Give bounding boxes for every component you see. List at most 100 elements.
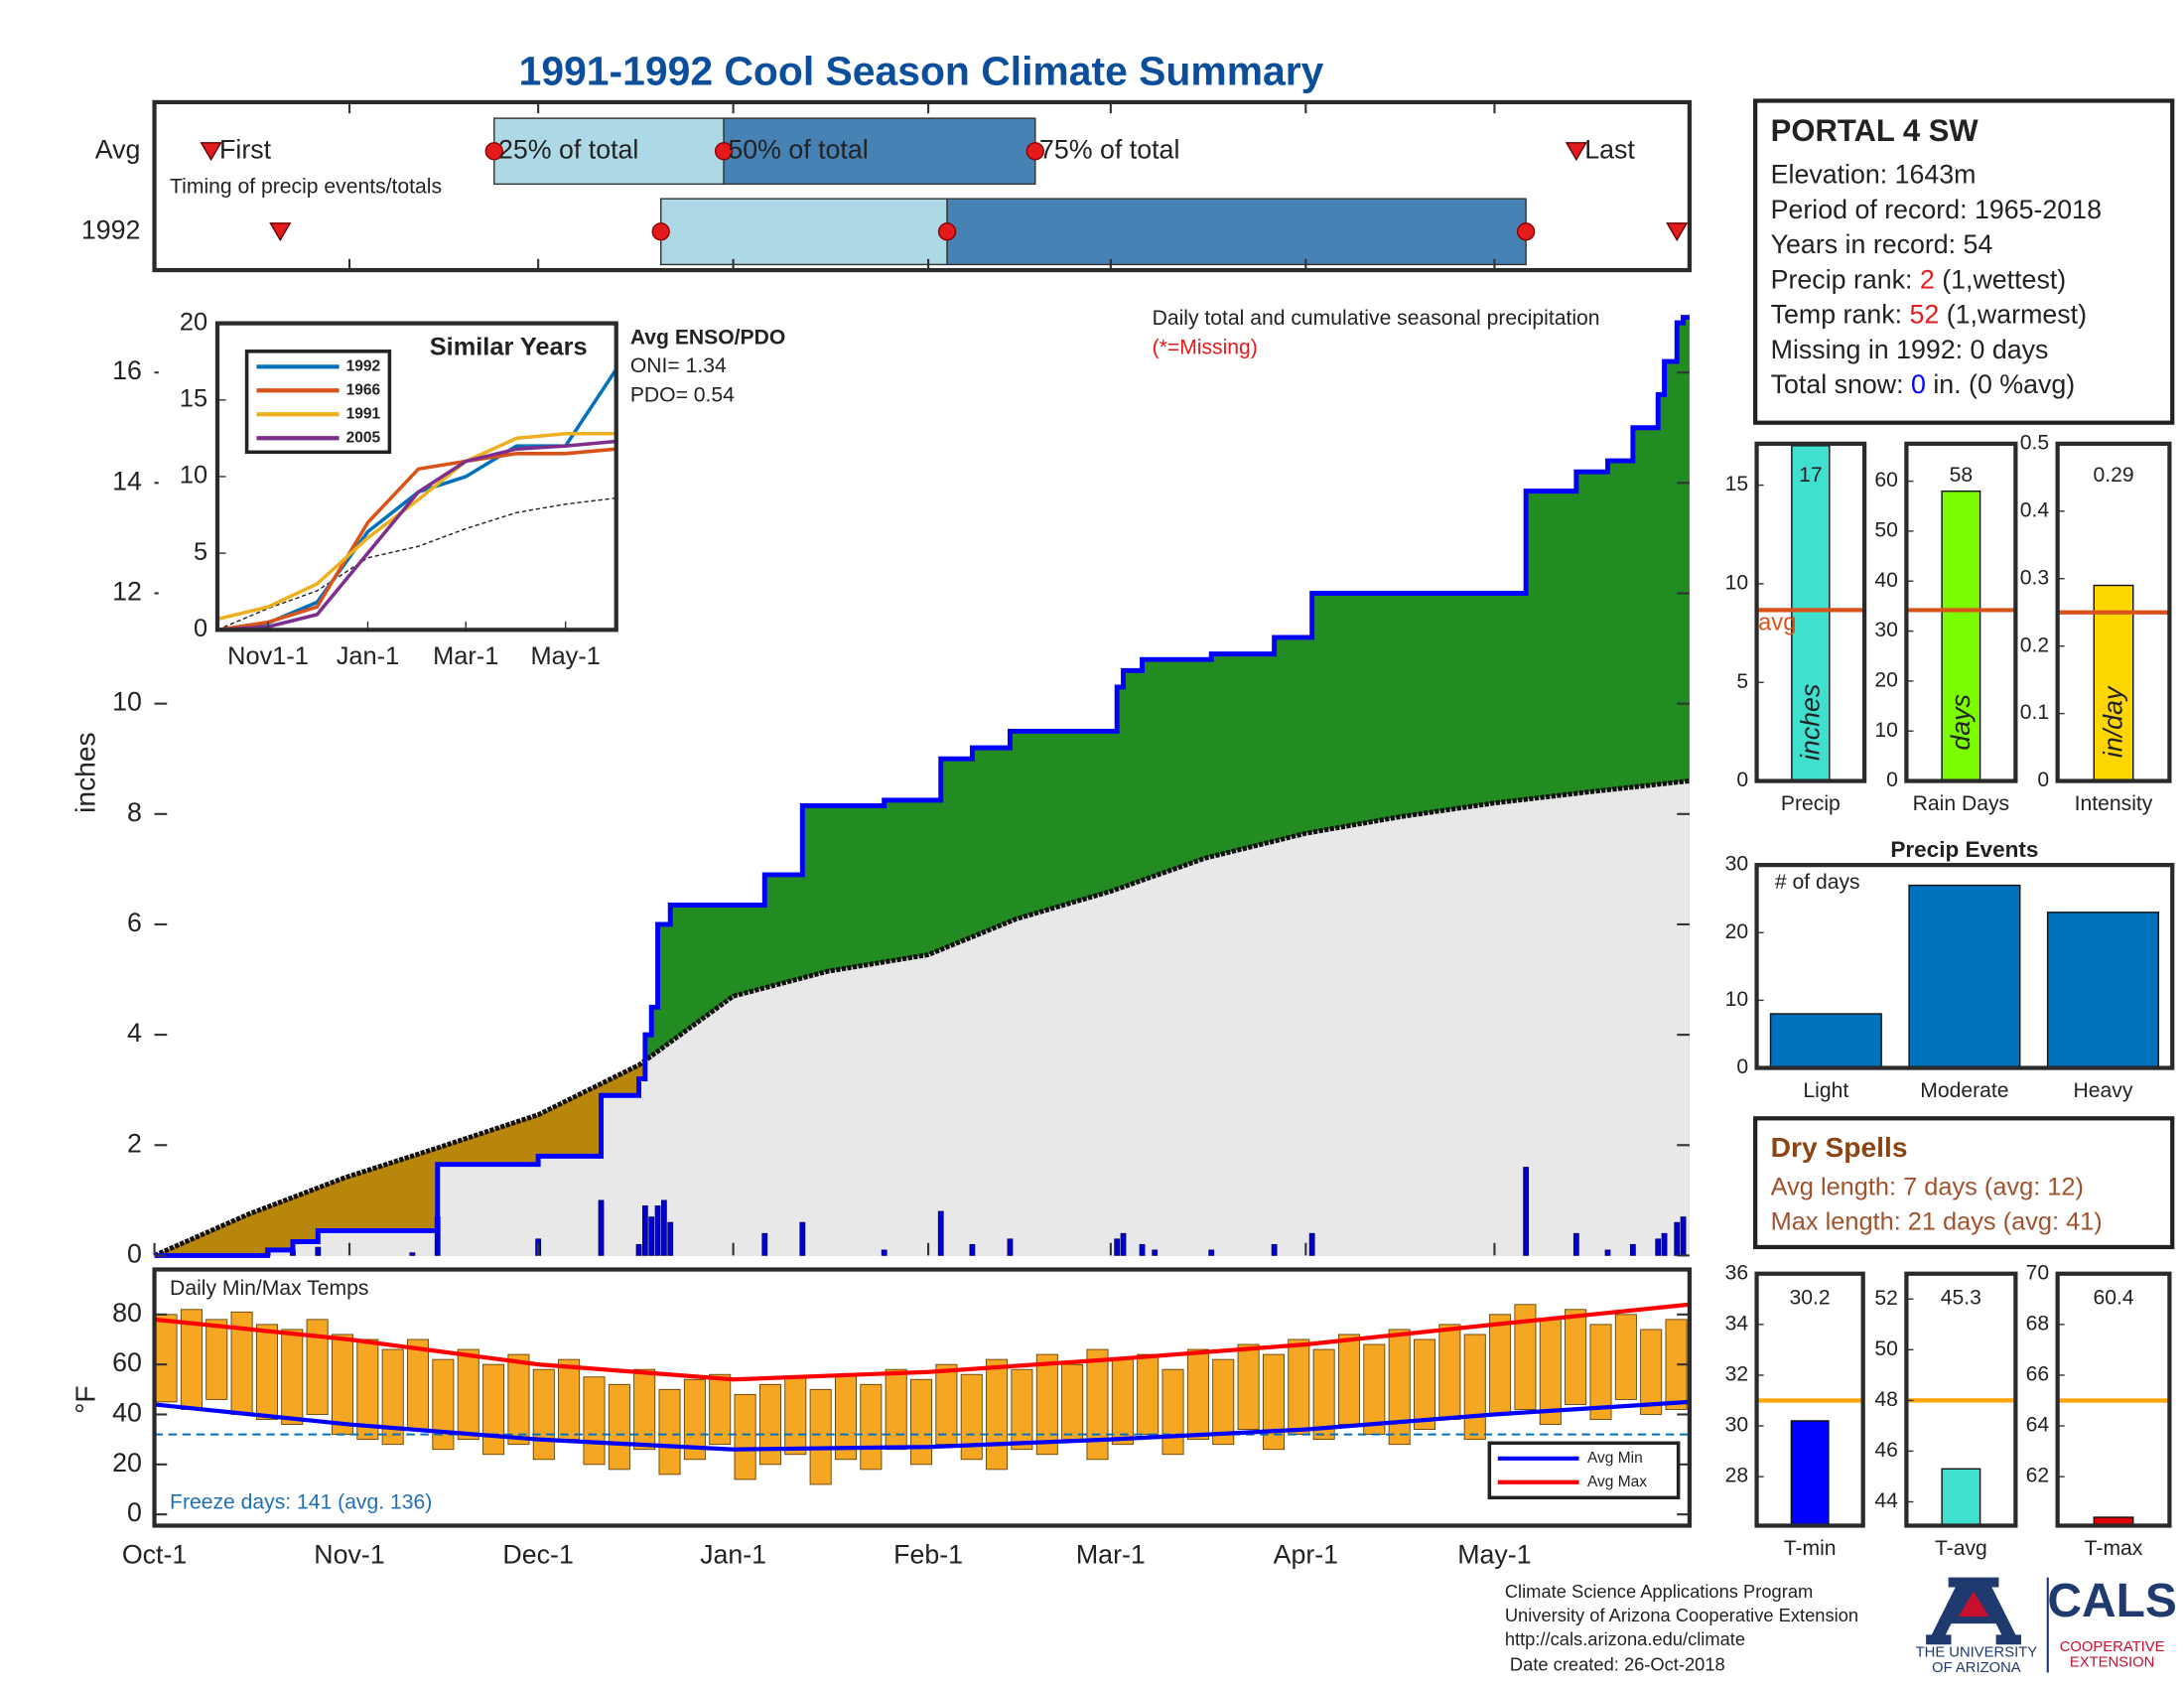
temp-bar [1111,1358,1134,1446]
bar [1769,1013,1882,1069]
annotation: (*=Missing) [1153,337,1258,359]
value-label: 58 [1950,464,1974,487]
daily-bar [1152,1249,1159,1256]
x-tick-label: Jan-1 [700,1540,766,1570]
plot-frame [1904,1271,2018,1528]
daily-bar [654,1205,661,1256]
footer-line: Date created: 26-Oct-2018 [1505,1653,1725,1674]
average-temp-line [154,1302,1691,1382]
logo-text: THE UNIVERSITY [1916,1645,2038,1661]
x-tick-label: Nov-1 [314,1540,384,1570]
daily-bar [1572,1232,1579,1256]
y-tick-label: 0.3 [2020,566,2049,589]
daily-bar [761,1232,768,1256]
series-line [216,447,616,633]
y-axis-label: inches [68,732,100,812]
quartile-marker [1025,142,1044,161]
temp-bar [1086,1348,1109,1461]
y-axis-label: °F [68,1385,100,1414]
bar [1790,1420,1830,1527]
y-tick-label: 34 [1725,1312,1749,1335]
station-text: 52 [1909,300,1939,330]
unit-label: days [1946,694,1976,751]
y-tick-label: 52 [1874,1287,1898,1310]
temp-bar [356,1338,379,1441]
station-line: Years in record: 54 [1771,229,1993,259]
temp-bar [709,1373,732,1446]
logo-a-inner [1958,1591,1989,1618]
temp-bar [960,1373,983,1461]
temp-bar [558,1358,581,1441]
x-tick-label: Mar-1 [433,642,498,670]
daily-bar [648,1216,655,1256]
dry-spells-title: Dry Spells [1771,1131,1908,1163]
temp-bar [1186,1348,1209,1441]
x-tick-label: Feb-1 [893,1540,963,1570]
daily-bar [1139,1243,1146,1256]
temp-bar [507,1353,530,1446]
quartile-marker [937,222,957,241]
footer-line: http://cals.arizona.edu/climate [1505,1628,1745,1649]
daily-bar [1114,1238,1121,1256]
marker-label: 50% of total [728,134,868,164]
temp-bar [1414,1338,1436,1431]
average-line [153,777,1691,1258]
bar [1941,1468,1981,1527]
y-tick-label: 8 [127,797,142,827]
temp-bar [306,1319,329,1415]
category-label: T-max [2085,1537,2143,1560]
event-marker [1565,142,1587,162]
daily-bar [969,1243,976,1256]
temp-bar [1565,1309,1587,1405]
y-tick-label: 64 [2026,1414,2050,1437]
temp-bar [1137,1353,1160,1436]
event-marker [269,222,292,242]
chart-title: 1991-1992 Cool Season Climate Summary [519,49,1324,94]
annotation: Daily total and cumulative seasonal prec… [1153,307,1600,330]
y-tick-label: 48 [1874,1388,1898,1411]
y-tick-label: 16 [112,355,142,385]
plot-frame [152,1267,1693,1528]
y-tick-label: 20 [112,1448,142,1477]
temp-bar [658,1388,681,1476]
temp-bar [986,1358,1009,1471]
station-line: Missing in 1992: 0 days [1771,335,2049,364]
daily-bar [1208,1249,1215,1256]
y-tick-label: 20 [1874,668,1898,691]
row-label: Avg [95,134,141,164]
y-tick-label: 15 [1725,473,1748,495]
daily-bar [1523,1167,1530,1256]
temp-bar [860,1383,883,1471]
inset-title: Similar Years [430,334,588,361]
series-line [216,431,616,622]
daily-bar [1655,1238,1662,1256]
marker-label: 75% of total [1039,134,1179,164]
enso-title: Avg ENSO/PDO [630,327,786,350]
value-label: 0.29 [2093,464,2133,487]
station-text: Period of record: 1965-2018 [1771,195,2102,224]
temp-bar [1312,1348,1335,1441]
daily-bar [1271,1243,1278,1256]
temp-bar [1640,1329,1663,1415]
temp-bar [734,1393,756,1480]
footer-line: University of Arizona Cooperative Extens… [1505,1605,1858,1625]
y-tick-label: 12 [112,577,142,607]
x-tick-label: Jan-1 [337,642,399,670]
temp-bar [784,1376,807,1456]
daily-bar [1674,1221,1681,1256]
y-tick-label: 6 [127,908,142,937]
quartile-box [493,117,725,186]
y-tick-label: 0 [127,1497,142,1527]
x-tick-label: Dec-1 [502,1540,573,1570]
y-tick-label: 0 [194,615,207,642]
temp-bar [1237,1343,1260,1431]
unit-label: in/day [2099,685,2128,758]
temp-bar [432,1358,455,1451]
y-tick-label: 32 [1725,1363,1748,1386]
legend-box [1487,1441,1681,1500]
y-tick-label: 0 [127,1239,142,1269]
y-tick-label: 40 [1874,569,1898,592]
y-tick-label: 14 [112,466,142,495]
plot-frame [2055,1271,2172,1528]
quartile-marker [651,222,670,241]
